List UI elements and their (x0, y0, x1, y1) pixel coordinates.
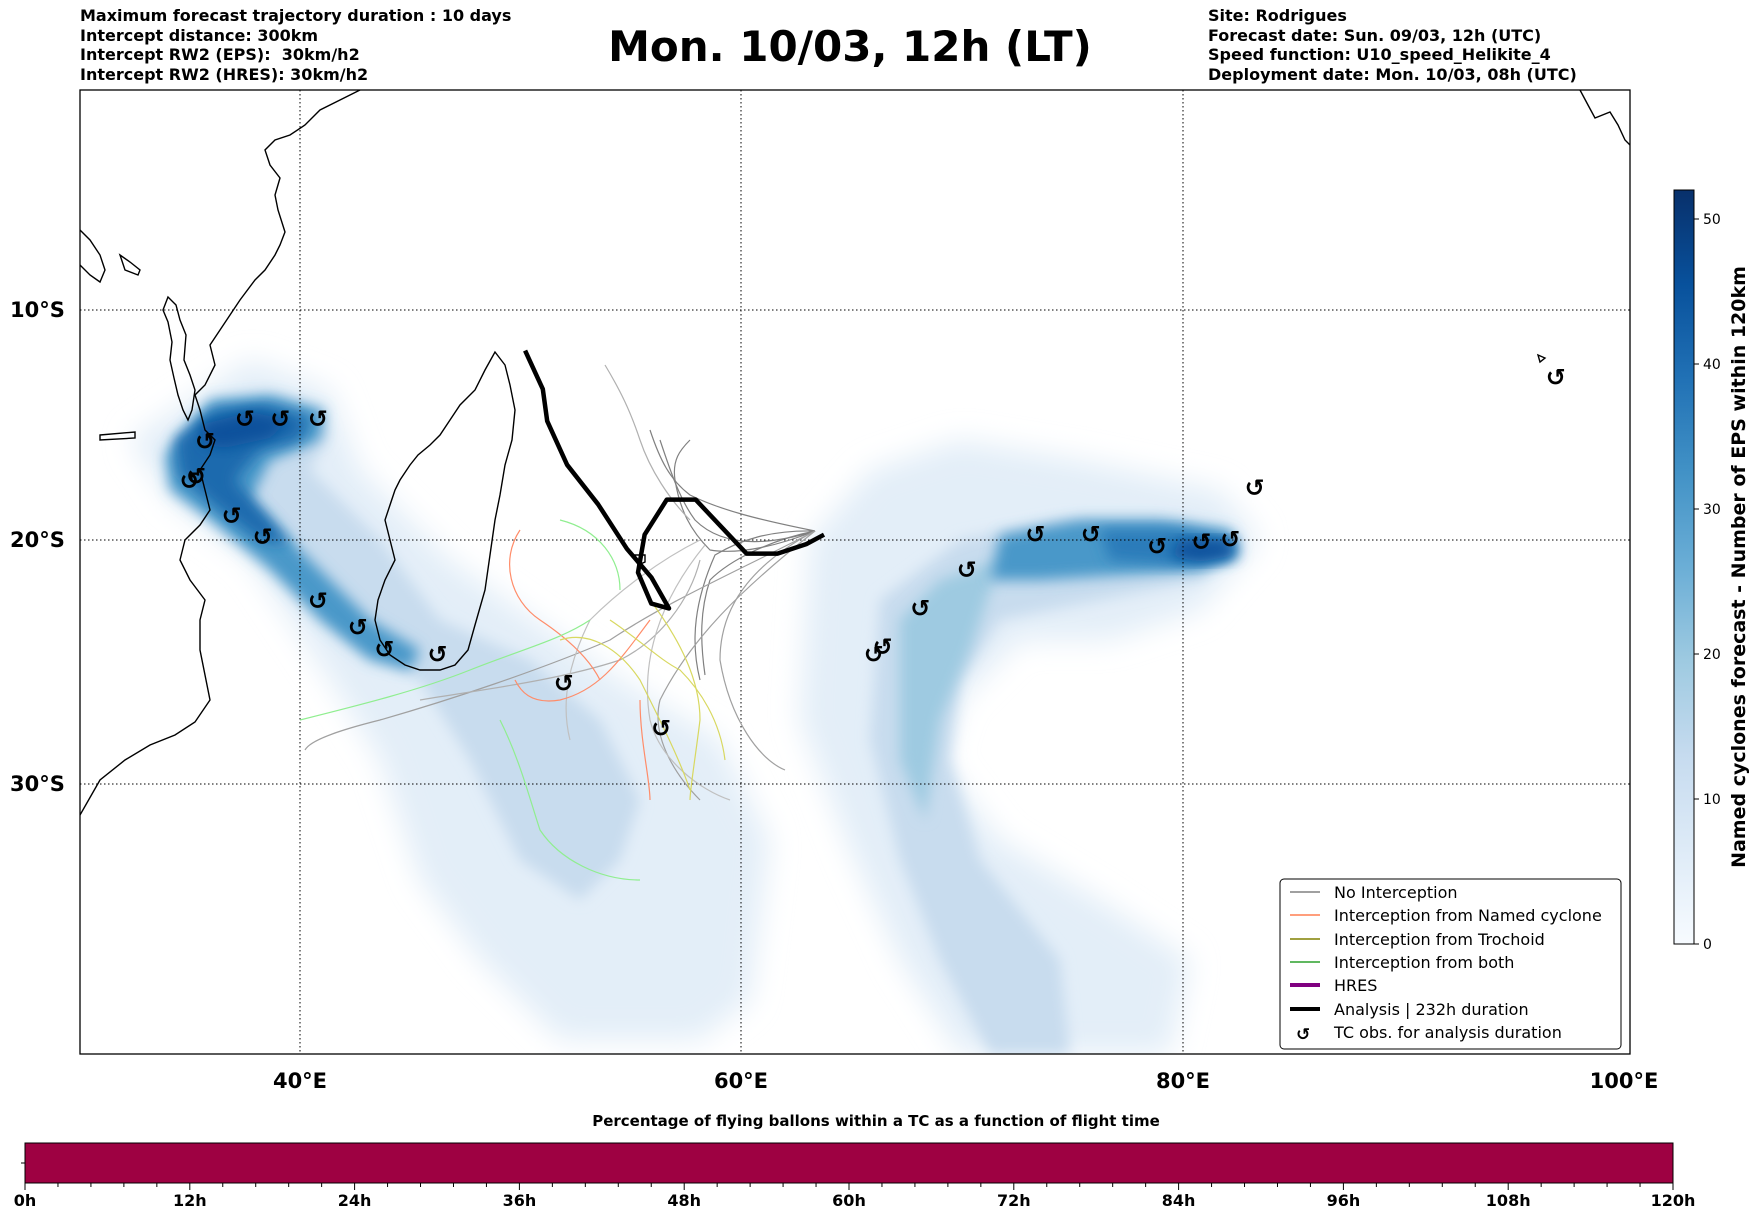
colorbar-tick-label: 30 (1703, 502, 1721, 518)
map-frame (79, 89, 1631, 1055)
lon-label-80e: 80°E (1156, 1069, 1210, 1093)
lon-label-100e: 100°E (1590, 1069, 1659, 1093)
tc-observation-icon: ↺ (428, 640, 448, 668)
legend-label: HRES (1334, 976, 1377, 995)
flight-time-bar-fill (24, 1142, 1674, 1184)
flight-bar-tick-label: 0h (14, 1191, 37, 1210)
lon-label-40e: 40°E (273, 1069, 327, 1093)
tc-observation-icon: ↺ (1147, 533, 1167, 561)
tc-observation-icon: ↺ (253, 523, 273, 551)
colorbar-tick-label: 20 (1703, 647, 1721, 663)
tc-observation-icon: ↺ (270, 405, 290, 433)
lat-label-20s: 20°S (10, 528, 65, 552)
header-line: Intercept RW2 (EPS): 30km/h2 (80, 45, 360, 64)
flight-bar-tick-label: 48h (667, 1191, 701, 1210)
coastlines (80, 90, 1630, 816)
analysis-track (523, 349, 826, 611)
flight-bar-tick-label: 60h (832, 1191, 866, 1210)
flight-bar-tick-label: 36h (503, 1191, 537, 1210)
legend-tc-symbol-icon: ↺ (1296, 1025, 1310, 1045)
flight-bar-tick-label: 96h (1327, 1191, 1361, 1210)
tc-observation-icon: ↺ (864, 640, 884, 668)
tc-observation-icon: ↺ (186, 462, 206, 490)
colorbar-label: Named cyclones forecast - Number of EPS … (1728, 266, 1750, 868)
map-title: Mon. 10/03, 12h (LT) (608, 22, 1092, 71)
header-line: Deployment date: Mon. 10/03, 08h (UTC) (1208, 64, 1577, 84)
header-line: Speed function: U10_speed_Helikite_4 (1208, 45, 1551, 64)
flight-time-bar: 0h 12h 24h 36h 48h 60h 72h 84h 96h 108h 120h (14, 1142, 1696, 1210)
tc-observation-icon: ↺ (1025, 521, 1045, 549)
colorbar-tick-label: 0 (1703, 937, 1712, 953)
tc-observation-icon: ↺ (308, 587, 328, 615)
header-line: Intercept distance: 300km (80, 25, 319, 45)
flight-bar-tick-label: 120h (1651, 1191, 1696, 1210)
tc-observation-icon: ↺ (308, 405, 328, 433)
header-line: Maximum forecast trajectory duration : 1… (80, 6, 512, 25)
tc-observations: ↺ ↺ ↺↺↺↺↺↺↺↺↺ ↺↺↺↺↺↺↺↺ ↺ ↺ ↺ ↺↺↺ (180, 364, 1566, 743)
tc-observation-icon: ↺ (957, 556, 977, 584)
legend-label: Interception from Named cyclone (1334, 906, 1602, 925)
legend-label: No Interception (1334, 883, 1458, 902)
flight-time-title: Percentage of flying ballons within a TC… (592, 1112, 1160, 1130)
tc-observation-icon: ↺ (910, 594, 930, 622)
tc-observation-icon: ↺ (1546, 364, 1566, 392)
colorbar-tick-label: 40 (1703, 357, 1721, 373)
header-info-left: Maximum forecast trajectory duration : 1… (80, 6, 511, 84)
legend-label: Analysis | 232h duration (1334, 1000, 1529, 1019)
flight-bar-tick-label: 84h (1162, 1191, 1196, 1210)
flight-bar-tick-label: 72h (997, 1191, 1031, 1210)
tc-observation-icon: ↺ (1191, 528, 1211, 556)
tc-observation-icon: ↺ (180, 467, 200, 495)
lat-label-10s: 10°S (10, 298, 65, 322)
tc-observation-icon: ↺ (348, 614, 368, 642)
header-line: Intercept RW2 (HRES): 30km/h2 (80, 64, 369, 84)
tc-observation-icon: ↺ (222, 502, 242, 530)
legend-label: Interception from Trochoid (1334, 930, 1545, 949)
tc-observation-icon: ↺ (651, 714, 671, 742)
density-colorbar: 0 10 20 30 40 50 Named cyclones forecast - Nu… (1673, 189, 1750, 953)
tc-observation-icon: ↺ (374, 636, 394, 664)
colorbar-tick-label: 50 (1703, 212, 1721, 228)
cyclone-density-field (130, 360, 1260, 1054)
header-line: Forecast date: Sun. 09/03, 12h (UTC) (1208, 25, 1542, 45)
tc-observation-icon: ↺ (554, 670, 574, 698)
lat-label-30s: 30°S (10, 772, 65, 796)
tc-observation-icon: ↺ (1245, 474, 1265, 502)
colorbar-tick-label: 10 (1703, 792, 1721, 808)
lon-label-60e: 60°E (714, 1069, 768, 1093)
map-legend: No Interception Interception from Named … (1279, 878, 1622, 1050)
tc-observation-icon: ↺ (873, 633, 893, 661)
flight-bar-tick-label: 12h (173, 1191, 207, 1210)
tc-observation-icon: ↺ (235, 405, 255, 433)
tc-observation-icon: ↺ (195, 428, 215, 456)
map-gridlines (80, 90, 1630, 1054)
tc-observation-icon: ↺ (1081, 521, 1101, 549)
header-info-right: Site: Rodrigues Forecast date: Sun. 09/03… (1208, 6, 1577, 84)
legend-label: Interception from both (1334, 953, 1514, 972)
flight-bar-tick-label: 24h (338, 1191, 372, 1210)
ensemble-trajectories (299, 364, 816, 881)
tc-observation-icon: ↺ (1220, 525, 1240, 553)
flight-bar-tick-label: 108h (1486, 1191, 1531, 1210)
header-line: Site: Rodrigues (1208, 6, 1347, 25)
legend-label: TC obs. for analysis duration (1333, 1023, 1562, 1042)
